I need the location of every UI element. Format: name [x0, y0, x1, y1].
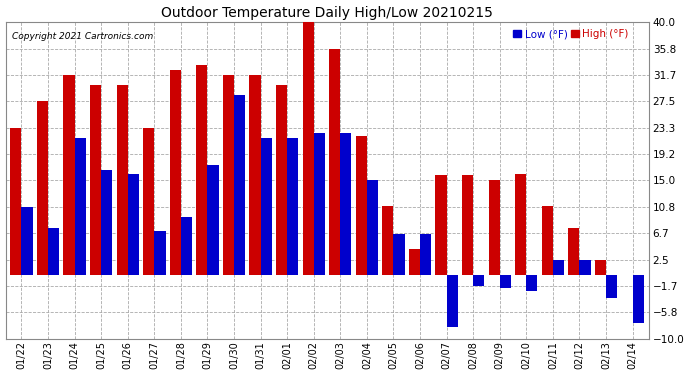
Bar: [63, 75, 75, 275]
Bar: [21, 207, 32, 275]
Bar: [500, 275, 511, 288]
Bar: [462, 176, 473, 275]
Bar: [208, 165, 219, 275]
Bar: [314, 133, 325, 275]
Text: Copyright 2021 Cartronics.com: Copyright 2021 Cartronics.com: [12, 32, 153, 40]
Bar: [181, 217, 192, 275]
Bar: [595, 260, 606, 275]
Bar: [75, 138, 86, 275]
Bar: [250, 75, 261, 275]
Bar: [101, 170, 112, 275]
Title: Outdoor Temperature Daily High/Low 20210215: Outdoor Temperature Daily High/Low 20210…: [161, 6, 493, 20]
Bar: [37, 101, 48, 275]
Bar: [420, 234, 431, 275]
Bar: [223, 75, 234, 275]
Bar: [234, 95, 245, 275]
Bar: [446, 275, 457, 327]
Bar: [303, 22, 314, 275]
Bar: [409, 249, 420, 275]
Bar: [170, 70, 181, 275]
Bar: [633, 275, 644, 323]
Bar: [393, 234, 404, 275]
Bar: [90, 86, 101, 275]
Bar: [117, 86, 128, 275]
Bar: [526, 275, 538, 291]
Bar: [10, 128, 21, 275]
Bar: [606, 275, 617, 297]
Bar: [340, 133, 351, 275]
Bar: [128, 174, 139, 275]
Bar: [569, 228, 580, 275]
Bar: [356, 136, 367, 275]
Bar: [48, 228, 59, 275]
Bar: [489, 180, 500, 275]
Bar: [542, 206, 553, 275]
Bar: [515, 174, 526, 275]
Bar: [435, 176, 446, 275]
Bar: [287, 138, 298, 275]
Bar: [276, 86, 287, 275]
Bar: [580, 260, 591, 275]
Legend: Low (°F), High (°F): Low (°F), High (°F): [511, 27, 631, 42]
Bar: [553, 260, 564, 275]
Bar: [155, 231, 166, 275]
Bar: [473, 275, 484, 286]
Bar: [197, 64, 208, 275]
Bar: [261, 138, 272, 275]
Bar: [382, 206, 393, 275]
Bar: [329, 49, 340, 275]
Bar: [144, 128, 155, 275]
Bar: [367, 180, 378, 275]
